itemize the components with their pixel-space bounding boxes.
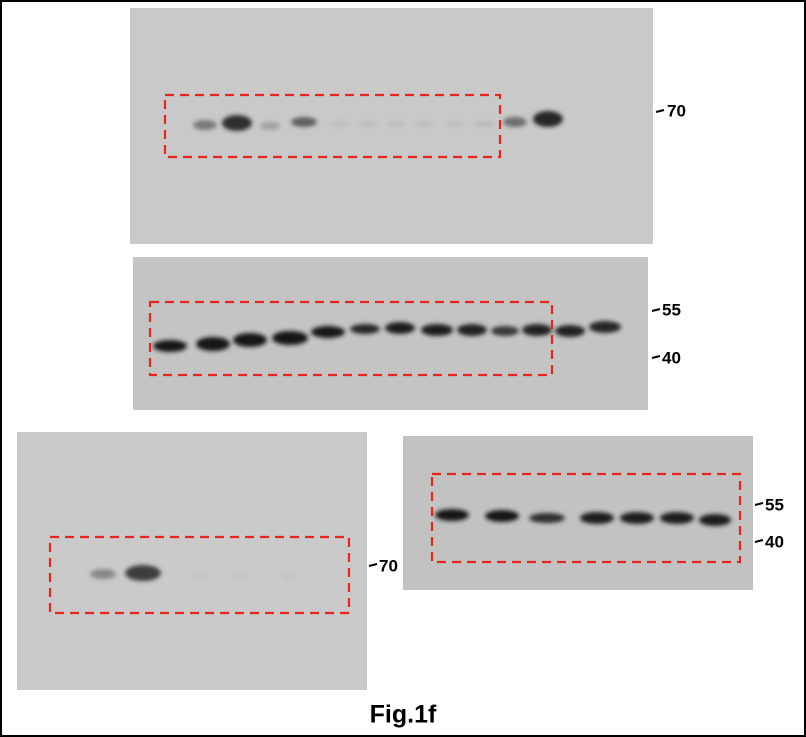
bands — [90, 111, 731, 581]
highlight-box — [163, 93, 502, 159]
band — [385, 322, 415, 334]
band — [386, 121, 406, 127]
band — [272, 331, 308, 345]
band — [191, 574, 209, 580]
band — [435, 509, 469, 521]
marker-label: 70 — [667, 101, 686, 120]
band — [491, 326, 519, 336]
band — [358, 121, 378, 127]
band — [196, 337, 230, 351]
band — [529, 513, 565, 523]
band — [533, 111, 563, 127]
band — [291, 117, 317, 127]
band — [193, 120, 217, 130]
band — [350, 324, 380, 334]
band — [485, 510, 519, 522]
marker-tick — [754, 502, 764, 506]
band — [660, 512, 694, 524]
marker-tick — [651, 308, 661, 312]
band — [589, 321, 621, 333]
highlight-box — [148, 300, 554, 377]
band — [233, 333, 267, 347]
marker-label: 55 — [765, 495, 784, 514]
band — [475, 121, 495, 127]
marker-tick — [655, 109, 665, 113]
marker-label: 40 — [662, 348, 681, 367]
band — [231, 574, 249, 580]
band — [311, 326, 345, 338]
caption: Fig.1f — [370, 701, 437, 729]
marker-tick — [368, 563, 378, 567]
band — [503, 117, 527, 127]
marker-tick — [754, 539, 764, 543]
band — [699, 514, 731, 526]
band — [421, 324, 453, 336]
band — [281, 574, 299, 580]
band — [153, 340, 187, 352]
band — [330, 121, 350, 127]
band — [620, 512, 654, 524]
band — [445, 121, 465, 127]
marker-label: 40 — [765, 532, 784, 551]
band — [522, 324, 552, 336]
band — [555, 325, 585, 337]
highlight-box — [430, 472, 742, 564]
marker-label: 70 — [379, 556, 398, 575]
band — [125, 565, 161, 581]
band — [222, 115, 252, 131]
marker-tick — [651, 355, 661, 359]
band — [260, 122, 280, 130]
band — [580, 512, 614, 524]
band — [414, 121, 434, 127]
band — [90, 569, 116, 579]
blot-panel — [17, 432, 367, 690]
band — [457, 324, 487, 336]
highlight-box — [48, 535, 351, 615]
marker-label: 55 — [662, 300, 681, 319]
